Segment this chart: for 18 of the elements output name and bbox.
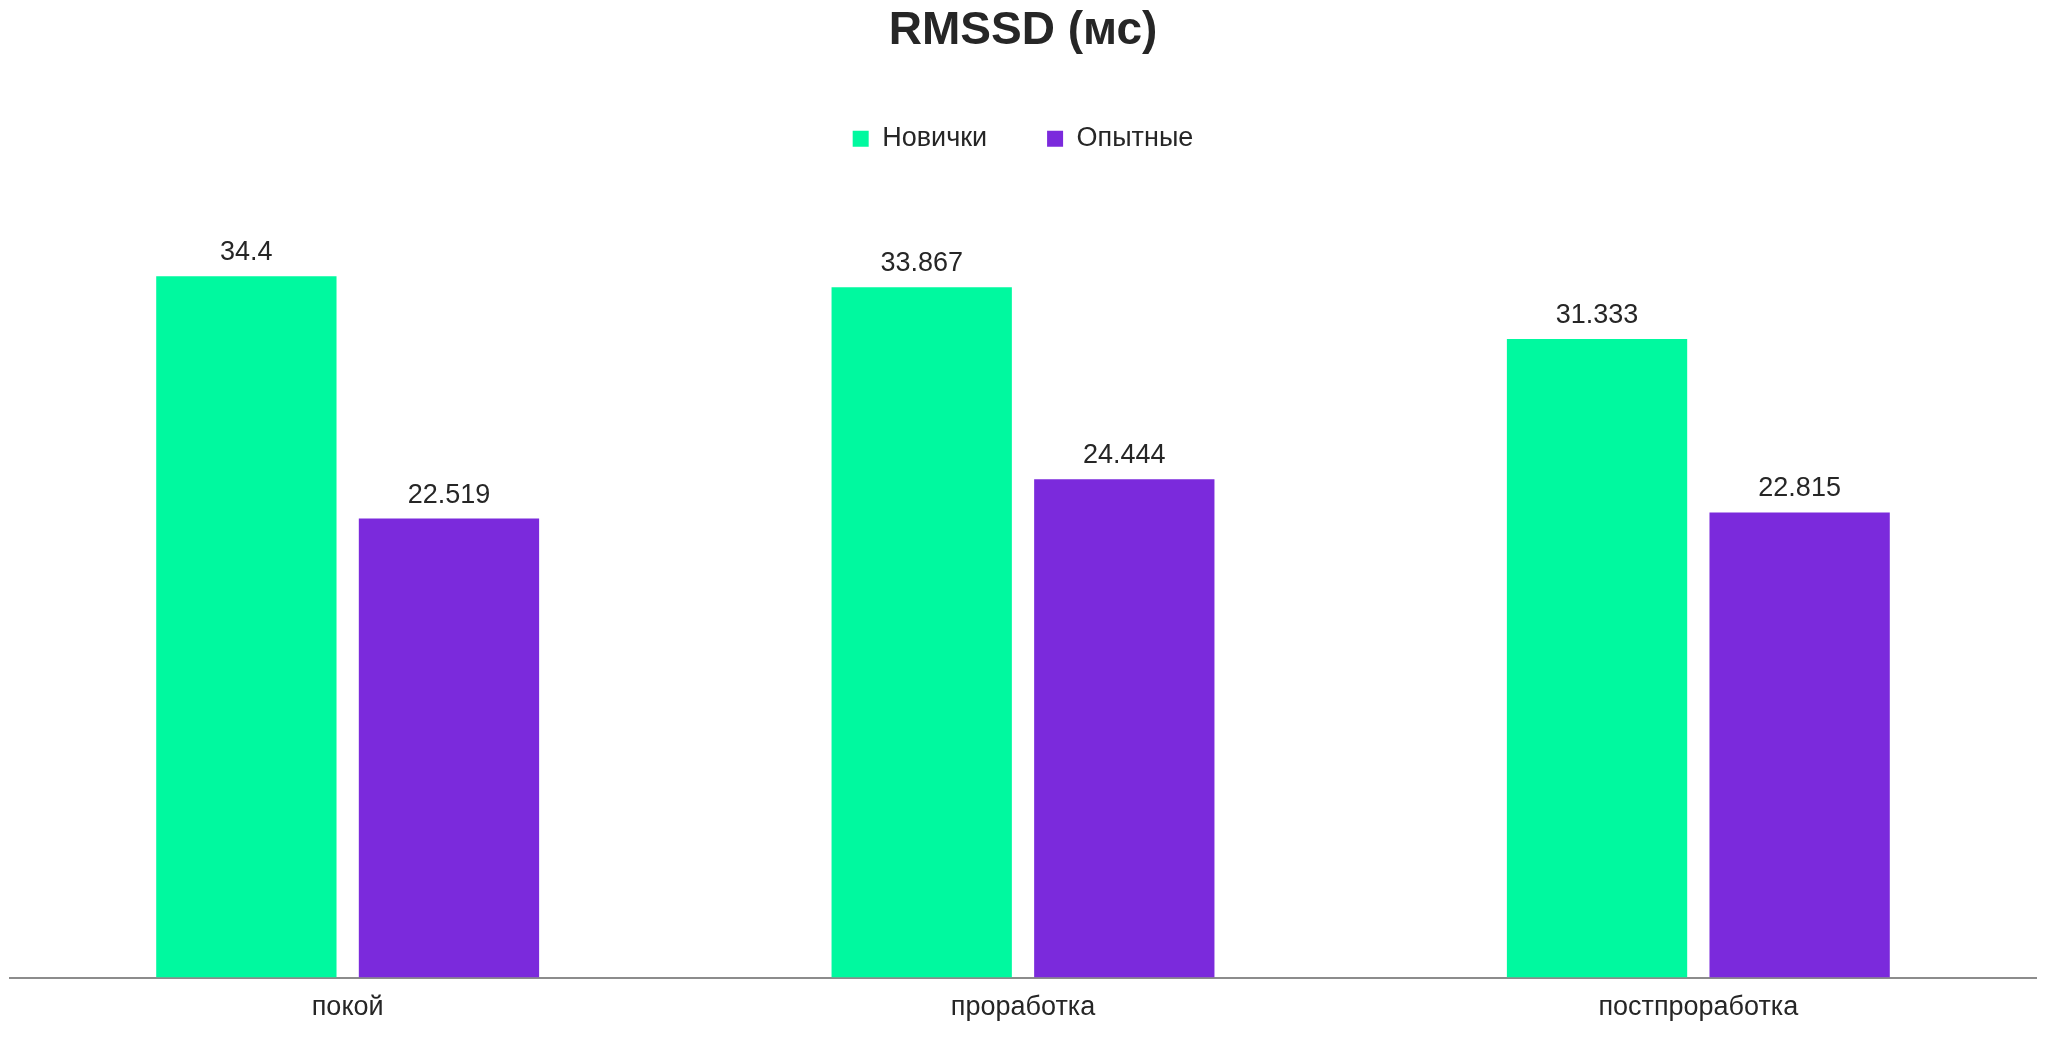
bar xyxy=(156,276,337,978)
data-label: 22.815 xyxy=(1758,472,1841,503)
legend-label: Новички xyxy=(882,122,988,153)
bar xyxy=(1709,512,1890,978)
bar xyxy=(831,287,1012,978)
bar xyxy=(1506,338,1688,978)
data-label: 22.519 xyxy=(407,478,491,509)
chart-title: RMSSD (мс) xyxy=(888,2,1158,55)
x-tick-label: покой xyxy=(311,991,384,1022)
bar xyxy=(1034,479,1215,978)
bar xyxy=(358,518,540,978)
data-label: 33.867 xyxy=(880,247,963,278)
legend-label: Опытные xyxy=(1076,122,1194,153)
data-label: 31.333 xyxy=(1555,298,1639,329)
x-tick-label: постпроработка xyxy=(1598,991,1800,1022)
data-label: 24.444 xyxy=(1083,439,1166,470)
x-tick-label: проработка xyxy=(950,991,1097,1022)
data-label: 34.4 xyxy=(220,236,273,267)
